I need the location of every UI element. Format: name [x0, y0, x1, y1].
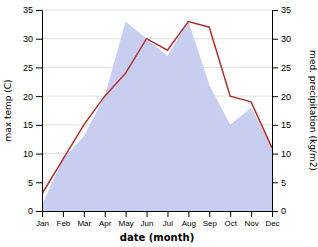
tick: 10 — [23, 149, 42, 159]
tick: 0 — [28, 206, 42, 216]
tick: Oct — [224, 211, 237, 228]
tick-label: Aug — [182, 219, 196, 228]
x-axis-title: date (month) — [120, 232, 194, 243]
tick-label: Mar — [77, 219, 91, 228]
tick-mark — [36, 39, 42, 40]
tick-label: Jul — [163, 219, 173, 228]
axis-line — [43, 212, 273, 218]
chart: JanFebMarAprMayJunJulAugSepOctNovDec0510… — [0, 0, 318, 247]
grid-line — [42, 38, 272, 39]
tick-label: 35 — [281, 5, 291, 15]
tick-mark — [36, 125, 42, 126]
y-axis: 0 5 10 15 20 25 30 35 — [23, 5, 43, 216]
tick-mark — [36, 182, 42, 183]
tick: Jun — [141, 211, 154, 228]
tick-label: 25 — [281, 63, 291, 73]
tick-label: 30 — [23, 34, 33, 44]
tick-label: 0 — [28, 206, 33, 216]
tick-label: Jun — [141, 219, 154, 228]
tick-mark — [272, 154, 278, 155]
tick-label: 35 — [23, 5, 33, 15]
tick: May — [119, 211, 134, 228]
tick: 5 — [272, 178, 286, 188]
tick: 20 — [272, 92, 291, 102]
marks — [42, 21, 272, 211]
tick: 35 — [23, 5, 42, 15]
tick-label: Nov — [244, 219, 258, 228]
tick-mark — [63, 211, 64, 217]
tick-mark — [272, 211, 278, 212]
grid-line — [42, 10, 272, 11]
tick-mark — [147, 211, 148, 217]
tick-mark — [36, 211, 42, 212]
tick-label: 30 — [281, 34, 291, 44]
tick-mark — [105, 211, 106, 217]
axis-line — [273, 11, 279, 212]
tick-label: 10 — [281, 149, 291, 159]
plot: JanFebMarAprMayJunJulAugSepOctNovDec0510… — [23, 5, 291, 227]
tick-mark — [230, 211, 231, 217]
tick-label: Jan — [36, 219, 49, 228]
tick-mark — [36, 10, 42, 11]
x-axis: Jan Feb Mar Apr May Jun Jul Aug Sep Oct Nov Dec — [36, 211, 280, 228]
tick: 30 — [272, 34, 291, 44]
tick-mark — [36, 96, 42, 97]
tick: 10 — [272, 149, 291, 159]
tick-label: Oct — [224, 219, 237, 228]
tick-mark — [188, 211, 189, 217]
tick: Jul — [163, 211, 173, 228]
tick-label: Feb — [57, 219, 71, 228]
tick: Mar — [77, 211, 91, 228]
tick-label: May — [119, 219, 134, 228]
tick: 5 — [28, 178, 42, 188]
axis-line — [36, 11, 43, 212]
tick: Apr — [99, 211, 112, 228]
tick-label: Sep — [203, 219, 218, 228]
tick-mark — [272, 125, 278, 126]
tick-mark — [272, 67, 278, 68]
y-axis-title: max temp (C) — [3, 79, 13, 141]
tick-label: Apr — [99, 219, 112, 228]
tick-mark — [36, 67, 42, 68]
tick-mark — [251, 211, 252, 217]
line — [42, 21, 272, 193]
tick-label: 5 — [281, 178, 286, 188]
tick: 15 — [23, 120, 42, 130]
tick: 35 — [272, 5, 291, 15]
tick: Sep — [203, 211, 218, 228]
tick-label: 5 — [28, 178, 33, 188]
area — [42, 21, 272, 211]
tick-label: 10 — [23, 149, 33, 159]
y2-axis: 0 5 10 15 20 25 30 35 — [272, 5, 291, 216]
tick: Feb — [57, 211, 71, 228]
tick: Nov — [244, 211, 258, 228]
tick: Aug — [182, 211, 196, 228]
tick: 25 — [272, 63, 291, 73]
tick: 25 — [23, 63, 42, 73]
tick-mark — [167, 211, 168, 217]
tick: 20 — [23, 92, 42, 102]
tick-mark — [272, 96, 278, 97]
tick: Jan — [36, 211, 49, 228]
tick-mark — [209, 211, 210, 217]
tick-mark — [36, 154, 42, 155]
tick-label: Dec — [265, 219, 279, 228]
tick-label: 20 — [281, 92, 291, 102]
tick-mark — [272, 182, 278, 183]
tick-label: 25 — [23, 63, 33, 73]
grid — [42, 10, 272, 211]
tick: Dec — [265, 211, 279, 228]
tick-mark — [126, 211, 127, 217]
tick-label: 15 — [23, 120, 33, 130]
tick: 30 — [23, 34, 42, 44]
y2-axis-title: med. precipitation (kg/m2) — [308, 50, 318, 171]
tick-label: 20 — [23, 92, 33, 102]
tick-label: 15 — [281, 120, 291, 130]
tick-mark — [84, 211, 85, 217]
tick-label: 0 — [281, 206, 286, 216]
tick-mark — [272, 10, 278, 11]
tick: 0 — [272, 206, 286, 216]
tick: 15 — [272, 120, 291, 130]
tick-mark — [272, 39, 278, 40]
